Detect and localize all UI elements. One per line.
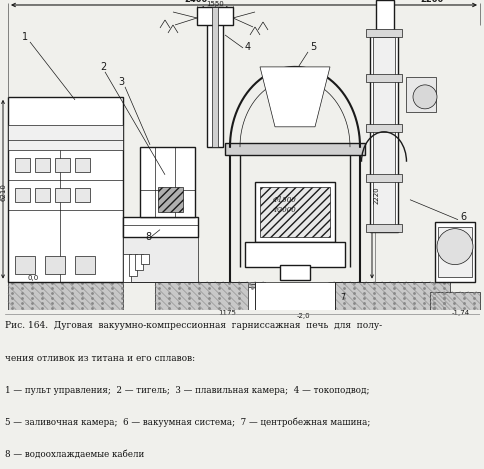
Bar: [255, 182, 334, 242]
Bar: [45, 256, 65, 273]
Text: 2200: 2200: [420, 0, 443, 4]
Bar: [375, 0, 393, 30]
Bar: [197, 7, 232, 25]
Text: 1: 1: [22, 32, 28, 42]
Bar: [123, 254, 131, 281]
Text: 5 — заливочная камера;  6 — вакуумная система;  7 — центробежная машина;: 5 — заливочная камера; 6 — вакуумная сис…: [5, 418, 369, 427]
Bar: [365, 224, 401, 232]
Text: Φ1500: Φ1500: [272, 196, 296, 204]
Bar: [35, 158, 50, 172]
Text: 6: 6: [459, 212, 465, 222]
Bar: [8, 97, 123, 281]
Bar: [55, 158, 70, 172]
Bar: [35, 188, 50, 202]
Bar: [434, 222, 474, 281]
Bar: [123, 237, 197, 281]
Circle shape: [412, 85, 436, 109]
Bar: [365, 174, 401, 182]
Bar: [437, 227, 471, 277]
Bar: [15, 158, 30, 172]
Text: чения отливок из титана и его сплавов:: чения отливок из титана и его сплавов:: [5, 354, 195, 363]
Text: 0,0: 0,0: [28, 274, 39, 280]
Bar: [158, 187, 182, 212]
Bar: [212, 7, 217, 147]
Bar: [365, 29, 401, 37]
Bar: [8, 281, 123, 310]
Text: 4: 4: [244, 42, 251, 52]
Text: 1550: 1550: [206, 1, 224, 8]
Circle shape: [436, 229, 472, 265]
Text: 8 — водоохлаждаемые кабели: 8 — водоохлаждаемые кабели: [5, 450, 144, 459]
Bar: [207, 7, 223, 147]
Bar: [247, 284, 327, 289]
Text: 7: 7: [339, 293, 344, 302]
Bar: [129, 254, 136, 276]
Bar: [75, 188, 90, 202]
Bar: [369, 32, 397, 232]
Text: 2220: 2220: [373, 186, 379, 204]
Text: Φ2000: Φ2000: [272, 206, 296, 214]
Bar: [135, 254, 143, 270]
Bar: [75, 256, 95, 273]
Bar: [429, 292, 479, 310]
Bar: [15, 256, 35, 273]
Polygon shape: [259, 67, 329, 127]
Bar: [123, 217, 197, 237]
Text: 5: 5: [309, 42, 316, 52]
Bar: [140, 147, 195, 217]
Bar: [279, 265, 309, 280]
Bar: [8, 125, 123, 150]
Bar: [55, 188, 70, 202]
Text: -1,74: -1,74: [451, 310, 469, 316]
Bar: [365, 74, 401, 82]
Bar: [155, 281, 264, 310]
Bar: [244, 242, 344, 266]
Bar: [75, 158, 90, 172]
Text: 3: 3: [118, 77, 124, 87]
Bar: [255, 319, 334, 327]
Bar: [405, 77, 435, 112]
Text: Рис. 164.  Дуговая  вакуумно-компрессионная  гарниссажная  печь  для  полу-: Рис. 164. Дуговая вакуумно-компрессионна…: [5, 321, 381, 330]
Bar: [259, 187, 329, 237]
Bar: [141, 254, 149, 264]
Text: 6210: 6210: [0, 183, 6, 201]
Text: 2: 2: [100, 62, 106, 72]
Text: 1175: 1175: [217, 310, 235, 316]
Bar: [329, 281, 449, 310]
Bar: [15, 188, 30, 202]
Bar: [365, 124, 401, 132]
Bar: [247, 287, 327, 310]
Text: 1 — пульт управления;  2 — тигель;  3 — плавильная камера;  4 — токоподвод;: 1 — пульт управления; 2 — тигель; 3 — пл…: [5, 386, 369, 395]
Bar: [372, 37, 394, 227]
Text: -2,0: -2,0: [296, 312, 310, 318]
Text: 2400: 2400: [184, 0, 207, 4]
Bar: [225, 143, 364, 155]
Bar: [255, 281, 334, 325]
Text: 8: 8: [145, 232, 151, 242]
